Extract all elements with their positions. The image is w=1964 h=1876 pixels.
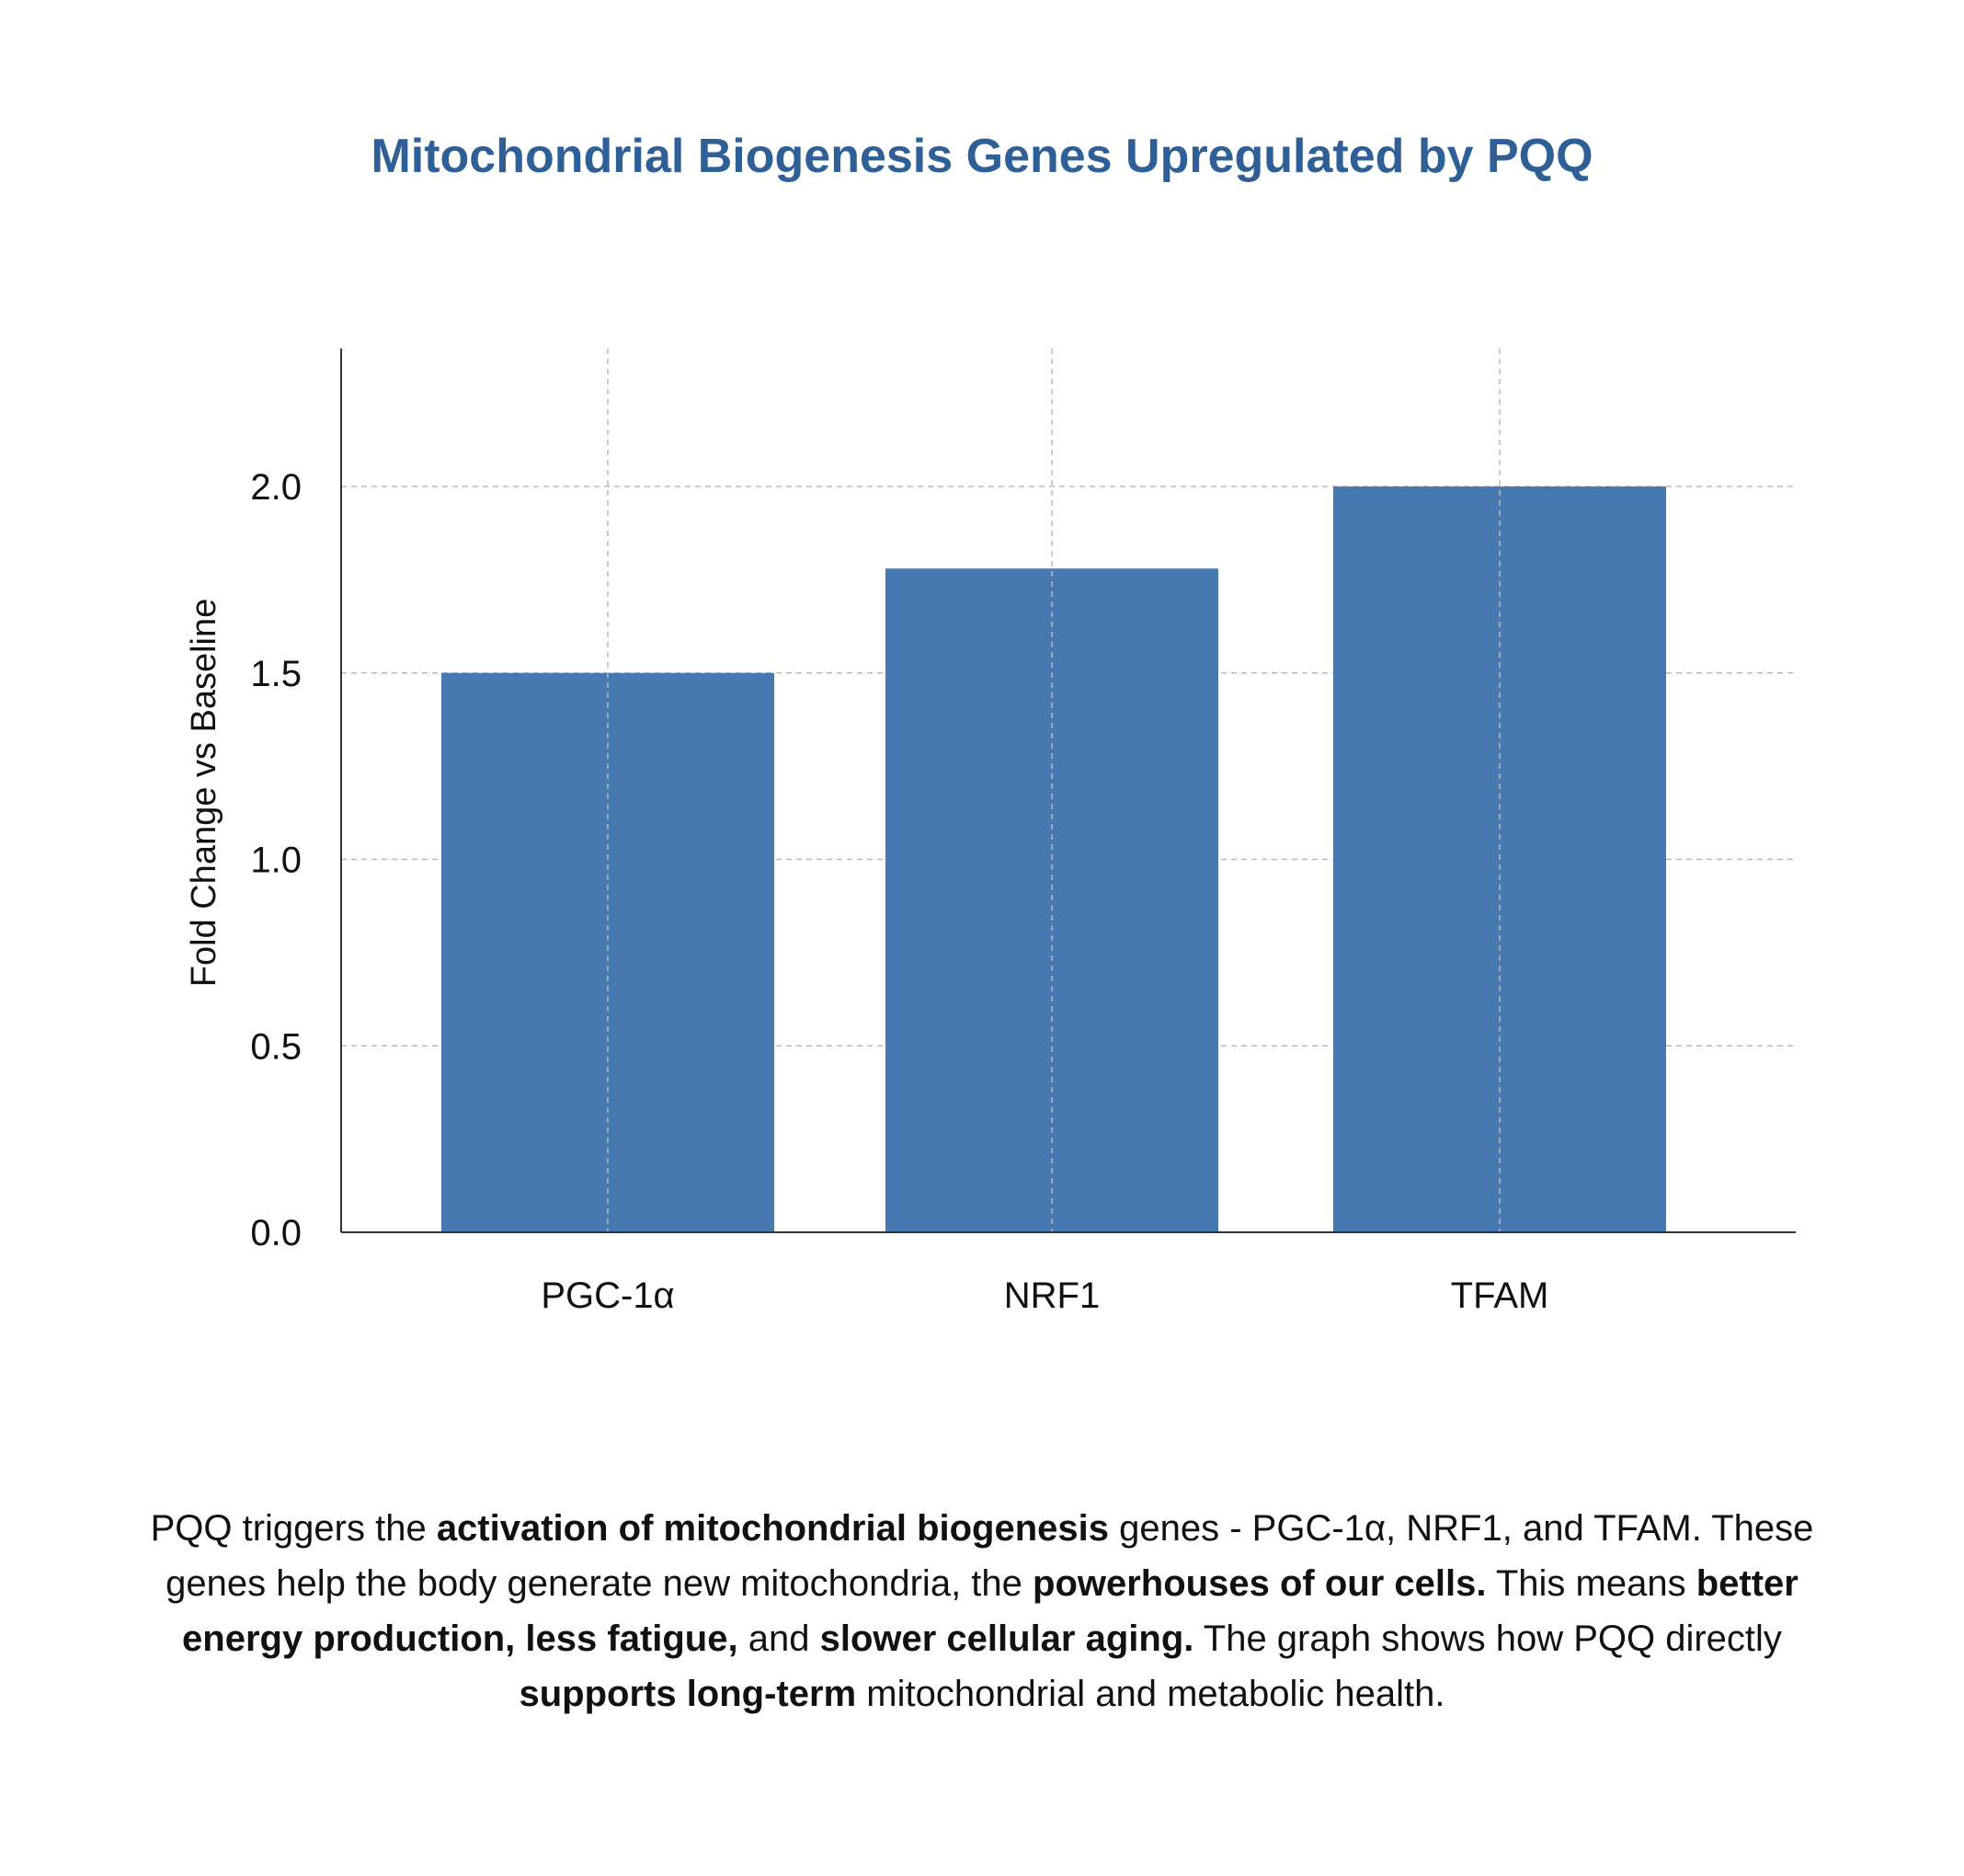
caption-run: mitochondrial and metabolic health. [856,1674,1445,1714]
y-axis-label: Fold Change vs Baseline [185,599,223,987]
caption-run: The graph shows how PQQ directly [1193,1619,1782,1659]
y-tick-label: 0.0 [250,1213,302,1253]
caption-emphasis: slower cellular aging. [819,1619,1194,1659]
x-tick-label: TFAM [1451,1275,1549,1316]
bar-chart: 0.0 0.5 1.0 1.5 2.0 PGC-1α NRF1 TFAM Fold Chan… [185,349,1796,1316]
caption-run: PQQ triggers the [150,1508,437,1549]
axes [340,349,1796,1233]
y-tick-label: 0.5 [250,1026,302,1067]
chart-title: Mitochondrial Biogenesis Genes Upregulat… [371,130,1593,183]
caption-emphasis: better energy production, less fatigue, [182,1563,1798,1659]
y-tick-label: 1.5 [250,654,302,694]
caption-run: genes - PGC-1α, NRF1, and TFAM. These ge… [166,1508,1814,1604]
caption-text: PQQ triggers the activation of mitochond… [138,1501,1826,1722]
caption-run: This means [1486,1563,1696,1604]
caption-emphasis: powerhouses of our cells. [1033,1563,1487,1604]
x-tick-labels: PGC-1α NRF1 TFAM [541,1275,1548,1316]
y-tick-label: 2.0 [250,467,302,508]
x-tick-label: PGC-1α [541,1275,674,1316]
y-tick-label: 1.0 [250,841,302,881]
y-tick-labels: 0.0 0.5 1.0 1.5 2.0 [250,467,302,1253]
x-tick-label: NRF1 [1004,1275,1100,1316]
caption-run: and [737,1619,820,1659]
bars [441,486,1666,1232]
caption-emphasis: supports long-term [519,1674,857,1714]
caption-emphasis: activation of mitochondrial biogenesis [436,1508,1110,1549]
